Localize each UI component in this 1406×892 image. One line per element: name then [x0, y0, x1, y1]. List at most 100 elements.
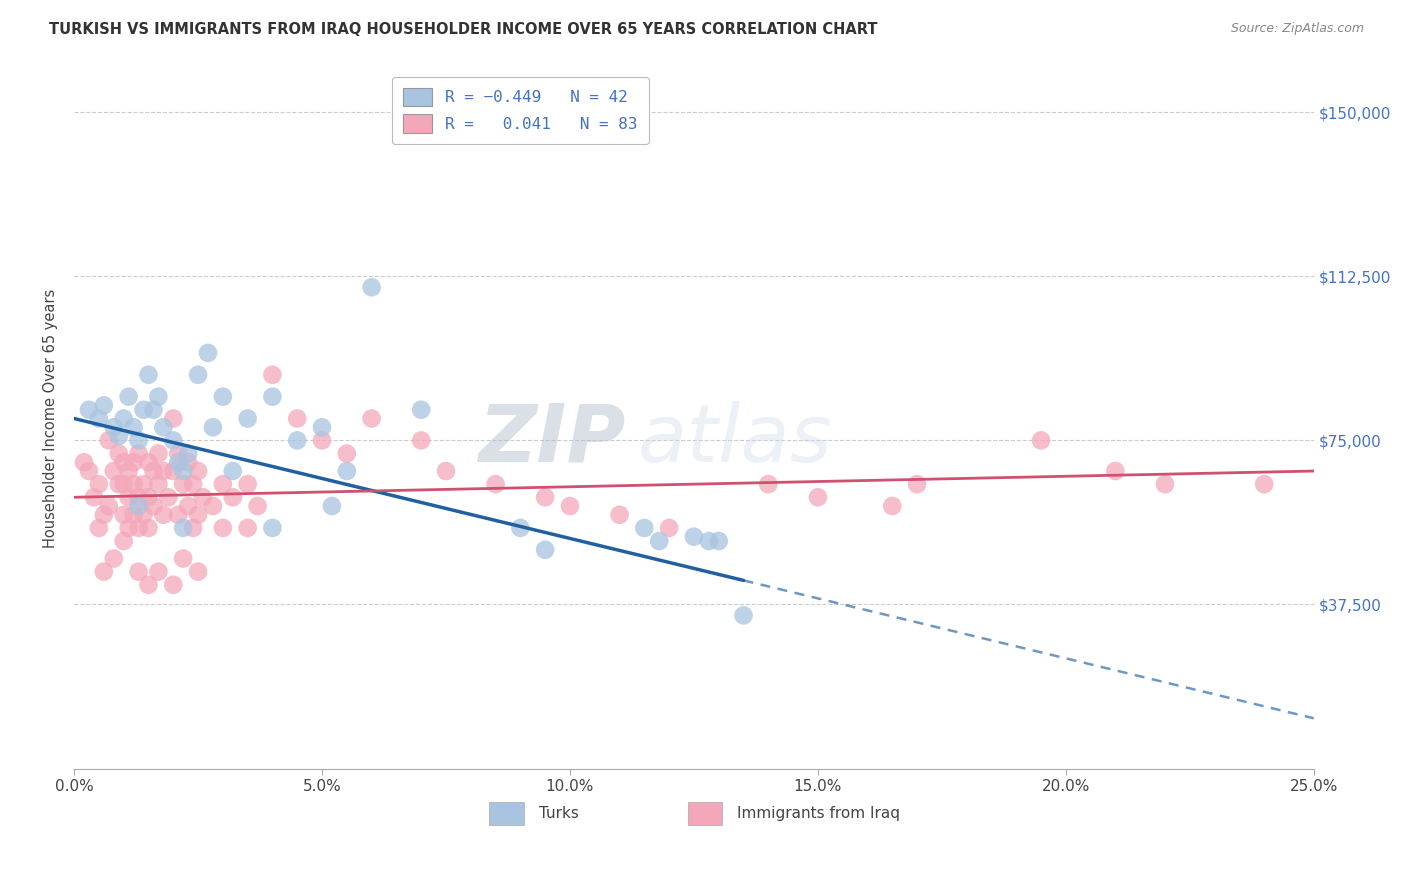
Point [128, 499, 150, 513]
Point [212, 390, 235, 404]
Point [103, 464, 125, 478]
Point [128, 521, 150, 535]
Point [285, 411, 308, 425]
Point [172, 551, 194, 566]
Point [882, 499, 904, 513]
Point [132, 477, 155, 491]
Point [262, 521, 284, 535]
Legend: R = −0.449   N = 42, R =   0.041   N = 83: R = −0.449 N = 42, R = 0.041 N = 83 [392, 77, 648, 144]
Y-axis label: Householder Income Over 65 years: Householder Income Over 65 years [44, 289, 58, 549]
Text: Source: ZipAtlas.com: Source: ZipAtlas.com [1230, 22, 1364, 36]
Point [222, 490, 245, 504]
Point [201, 499, 224, 513]
Point [148, 477, 170, 491]
Point [167, 508, 190, 522]
Point [177, 455, 200, 469]
Point [246, 499, 269, 513]
Point [212, 477, 235, 491]
Text: Turks: Turks [538, 805, 579, 821]
Point [658, 521, 681, 535]
Point [148, 390, 170, 404]
Point [107, 477, 129, 491]
Point [707, 534, 730, 549]
Point [128, 446, 150, 460]
Point [142, 464, 165, 478]
Point [117, 390, 139, 404]
Point [103, 551, 125, 566]
Point [177, 446, 200, 460]
Point [93, 508, 115, 522]
Point [132, 508, 155, 522]
Point [336, 446, 359, 460]
Point [112, 477, 135, 491]
Point [138, 455, 160, 469]
Point [609, 508, 631, 522]
Point [148, 565, 170, 579]
Point [236, 521, 259, 535]
Point [112, 455, 135, 469]
Text: Immigrants from Iraq: Immigrants from Iraq [737, 805, 900, 821]
Point [360, 280, 382, 294]
Point [167, 455, 190, 469]
Point [138, 368, 160, 382]
Point [172, 464, 194, 478]
Point [122, 508, 145, 522]
Point [534, 490, 557, 504]
Point [138, 578, 160, 592]
Point [534, 542, 557, 557]
Point [1253, 477, 1275, 491]
Point [77, 402, 100, 417]
Point [360, 411, 382, 425]
Point [117, 521, 139, 535]
Point [138, 521, 160, 535]
Point [122, 455, 145, 469]
FancyBboxPatch shape [489, 802, 524, 824]
Point [558, 499, 581, 513]
Point [756, 477, 779, 491]
Point [128, 434, 150, 448]
Point [236, 477, 259, 491]
Point [201, 420, 224, 434]
Point [122, 420, 145, 434]
Point [187, 508, 209, 522]
Text: ZIP: ZIP [478, 401, 626, 478]
Point [1104, 464, 1126, 478]
Point [73, 455, 96, 469]
Point [411, 402, 433, 417]
Point [172, 521, 194, 535]
Point [321, 499, 343, 513]
Point [187, 464, 209, 478]
Point [1154, 477, 1177, 491]
Point [633, 521, 655, 535]
Point [112, 411, 135, 425]
Point [807, 490, 830, 504]
Point [162, 434, 184, 448]
Point [683, 530, 706, 544]
Point [162, 578, 184, 592]
Point [112, 508, 135, 522]
Point [148, 446, 170, 460]
Point [128, 565, 150, 579]
Point [87, 521, 110, 535]
Point [509, 521, 531, 535]
Point [336, 464, 359, 478]
Point [697, 534, 720, 549]
Point [157, 490, 180, 504]
Point [236, 411, 259, 425]
Point [191, 490, 214, 504]
Point [262, 368, 284, 382]
Point [142, 402, 165, 417]
Point [83, 490, 105, 504]
Point [117, 464, 139, 478]
Point [122, 477, 145, 491]
Point [262, 390, 284, 404]
Point [162, 411, 184, 425]
Point [138, 490, 160, 504]
Point [93, 565, 115, 579]
Point [112, 534, 135, 549]
Point [181, 477, 204, 491]
Point [117, 490, 139, 504]
Point [197, 346, 219, 360]
Point [733, 608, 755, 623]
Point [434, 464, 457, 478]
